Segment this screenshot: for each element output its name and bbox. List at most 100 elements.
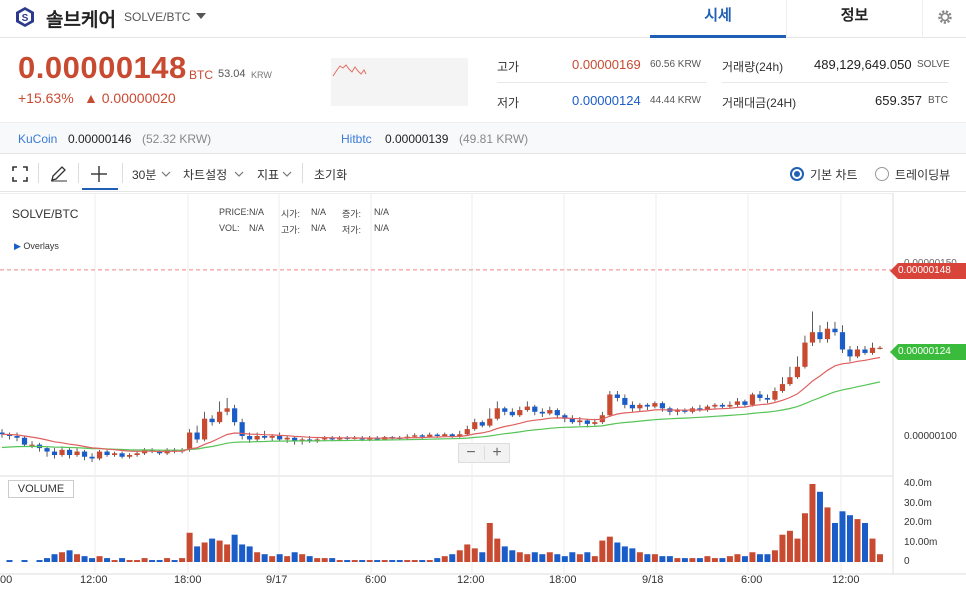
volume-axis-tick: 10.00m — [904, 537, 938, 548]
volume-bar — [861, 523, 868, 562]
candle-body — [629, 404, 635, 409]
candle-body — [284, 437, 290, 440]
volume-bar — [741, 556, 748, 562]
volume-bar — [104, 558, 111, 562]
candle-body — [449, 434, 455, 437]
candle-body — [697, 408, 703, 411]
basic-chart-label[interactable]: 기본 차트 — [810, 168, 858, 182]
amount-unit: BTC — [928, 95, 948, 106]
zoom-in-button[interactable]: + — [492, 444, 502, 461]
volume-bar — [734, 554, 741, 562]
volume-bar — [771, 550, 778, 562]
volume-bar — [201, 542, 208, 562]
coin-select-chevron-icon[interactable] — [194, 9, 208, 23]
volume-bar — [674, 558, 681, 562]
low-value: 0.00000124 — [572, 93, 641, 108]
candle-body — [224, 408, 230, 412]
fullscreen-icon[interactable] — [12, 166, 28, 182]
volume-bar — [119, 558, 126, 562]
candle-body — [547, 410, 553, 414]
tradingview-radio[interactable] — [875, 167, 889, 181]
volume-bar — [21, 560, 28, 562]
volume-bar — [261, 554, 268, 562]
reset-button[interactable]: 초기화 — [314, 168, 348, 182]
zoom-out-button[interactable]: − — [466, 444, 476, 461]
divider — [484, 446, 485, 460]
volume-bar — [419, 560, 426, 562]
candle-body — [509, 411, 515, 416]
volume-bar — [554, 554, 561, 562]
indicators-dropdown[interactable]: 지표 — [257, 168, 280, 182]
basic-chart-radio[interactable] — [790, 167, 804, 181]
volume-bar — [111, 560, 118, 562]
high-label: 고가 — [497, 60, 520, 74]
settings-button[interactable] — [922, 0, 966, 38]
volume-bar — [576, 554, 583, 562]
top-header — [0, 0, 966, 38]
volume-bar — [471, 548, 478, 562]
candle-body — [262, 436, 268, 438]
tab-price[interactable]: 시세 — [650, 0, 786, 38]
volume-bar — [501, 546, 508, 562]
candlestick-chart[interactable] — [0, 193, 966, 593]
volume-bar — [299, 554, 306, 562]
candle-body — [232, 408, 238, 423]
candle-body — [659, 403, 665, 409]
change-readout: N/A — [374, 207, 390, 217]
pencil-icon[interactable] — [50, 166, 68, 182]
crosshair-icon[interactable] — [90, 165, 108, 183]
overlays-toggle[interactable]: ▶ Overlays — [14, 241, 59, 251]
exchange-name[interactable]: KuCoin — [18, 132, 58, 146]
volume-bar — [516, 552, 523, 562]
volume-bar — [59, 552, 66, 562]
volume-bar — [179, 558, 186, 562]
candle-body — [772, 391, 778, 400]
volume-bar — [426, 560, 433, 562]
candle-body — [21, 437, 28, 445]
volume-toggle[interactable]: VOLUME — [8, 480, 74, 498]
candle-body — [104, 451, 110, 456]
volume-bar — [704, 556, 711, 562]
coin-name: 솔브케어 — [46, 10, 116, 31]
volume-unit: SOLVE — [917, 59, 950, 70]
volume-bar — [546, 552, 553, 562]
tab-info[interactable]: 정보 — [786, 0, 922, 38]
interval-dropdown[interactable]: 30분 — [132, 168, 157, 182]
candle-body — [622, 397, 628, 405]
candle-body — [329, 437, 335, 440]
volume-bar — [629, 548, 636, 562]
exchange-krw: (49.81 KRW) — [459, 132, 529, 146]
volume-bar — [644, 554, 651, 562]
volume-bar — [569, 552, 576, 562]
tradingview-label[interactable]: 트레이딩뷰 — [895, 168, 951, 182]
candle-body — [502, 408, 508, 412]
candle-body — [194, 432, 200, 440]
volume-bar — [539, 554, 546, 562]
candle-body — [51, 451, 58, 456]
price-sparkline — [331, 58, 468, 106]
high-readout-label: 고가: — [281, 225, 301, 235]
volume-axis-tick: 40.0m — [904, 478, 932, 489]
candle-body — [569, 418, 575, 423]
volume-bar — [209, 538, 216, 562]
volume-bar — [246, 546, 253, 562]
candle-body — [727, 404, 733, 407]
gear-icon — [938, 10, 952, 24]
volume-bar — [306, 556, 313, 562]
divider — [302, 163, 303, 183]
amount-label: 거래대금(24H) — [722, 96, 797, 110]
volume-bar — [374, 560, 381, 562]
candle-body — [539, 411, 545, 414]
volume-bar — [561, 556, 568, 562]
volume-axis-tick: 30.0m — [904, 498, 932, 509]
candle-body — [682, 410, 688, 412]
candle-body — [787, 377, 793, 385]
candle-body — [29, 444, 35, 446]
exchange-name[interactable]: Hitbtc — [341, 132, 372, 146]
volume-bar — [509, 550, 516, 562]
volume-bar — [321, 558, 328, 562]
volume-bar — [434, 558, 441, 562]
volume-bar — [809, 484, 816, 562]
volume-bar — [756, 554, 763, 562]
chart-settings-dropdown[interactable]: 차트설정 — [183, 168, 228, 182]
